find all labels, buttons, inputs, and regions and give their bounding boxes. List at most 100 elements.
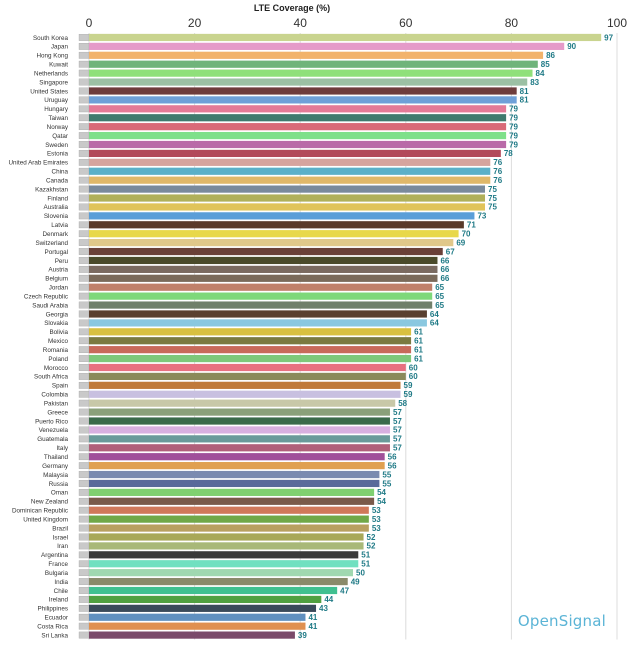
- category-label: Bulgaria: [45, 570, 69, 577]
- value-label: 61: [414, 328, 423, 337]
- category-label: Thailand: [44, 454, 69, 461]
- category-label: South Korea: [33, 35, 69, 42]
- bar: [89, 319, 427, 327]
- category-label: Israel: [53, 534, 68, 541]
- flag-icon: [78, 346, 90, 354]
- value-label: 61: [414, 345, 423, 354]
- flag-icon: [78, 604, 90, 612]
- value-label: 66: [440, 256, 449, 265]
- bar: [89, 301, 433, 309]
- x-tick-label: 80: [505, 16, 519, 30]
- bar: [89, 604, 317, 612]
- flag-icon: [78, 373, 90, 380]
- flag-icon: [78, 551, 90, 559]
- value-label: 57: [393, 408, 402, 417]
- bar: [89, 542, 364, 550]
- value-label: 69: [456, 238, 465, 247]
- category-label: Slovakia: [44, 320, 68, 327]
- flag-icon: [78, 328, 90, 336]
- category-label: Ireland: [49, 597, 69, 604]
- category-label: Latvia: [51, 222, 68, 229]
- flag-icon: [78, 34, 90, 41]
- flag-icon: [78, 417, 90, 425]
- value-label: 53: [372, 524, 381, 533]
- value-label: 39: [298, 631, 307, 640]
- bar: [89, 631, 295, 639]
- bar: [89, 256, 438, 265]
- value-label: 79: [509, 122, 518, 131]
- bar: [89, 577, 348, 586]
- value-label: 65: [435, 292, 444, 301]
- bar: [89, 462, 385, 470]
- bar: [89, 515, 369, 523]
- flag-icon: [78, 132, 90, 139]
- bar: [89, 42, 565, 50]
- category-label: Puerto Rico: [35, 418, 68, 425]
- category-label: Portugal: [45, 249, 68, 256]
- bar: [89, 176, 491, 184]
- flag-icon: [78, 96, 90, 104]
- bar: [89, 167, 491, 175]
- flag-icon: [78, 203, 90, 211]
- bar: [89, 328, 412, 336]
- value-label: 90: [567, 42, 576, 51]
- value-label: 79: [509, 131, 518, 140]
- category-label: Greece: [47, 409, 68, 416]
- category-label: Sri Lanka: [41, 632, 68, 639]
- bar: [89, 426, 390, 434]
- value-label: 57: [393, 444, 402, 453]
- bar: [89, 595, 322, 604]
- flag-icon: [78, 613, 90, 621]
- category-label: Canada: [46, 177, 69, 184]
- category-label: Georgia: [46, 311, 69, 318]
- value-label: 83: [530, 78, 539, 87]
- bar: [89, 622, 306, 630]
- flag-icon: [78, 185, 90, 193]
- value-label: 41: [308, 622, 317, 631]
- value-label: 75: [488, 194, 497, 203]
- bar: [89, 123, 507, 131]
- value-label: 47: [340, 586, 349, 595]
- flag-icon: [78, 69, 90, 77]
- value-label: 64: [430, 319, 439, 328]
- value-label: 43: [319, 604, 328, 613]
- value-label: 60: [409, 372, 418, 381]
- x-tick-label: 60: [399, 16, 413, 30]
- bar: [89, 221, 464, 229]
- bar: [89, 230, 459, 238]
- value-label: 57: [393, 417, 402, 426]
- value-label: 76: [493, 167, 502, 176]
- bar: [89, 78, 528, 86]
- flag-icon: [78, 622, 90, 630]
- value-label: 53: [372, 515, 381, 524]
- x-axis-ticks: 0 20 40 60 80 100: [86, 16, 628, 30]
- category-label: Venezuela: [39, 427, 69, 434]
- category-label: Poland: [48, 356, 68, 363]
- flag-icon: [78, 319, 90, 327]
- bar: [89, 381, 401, 389]
- value-label: 66: [440, 265, 449, 274]
- value-label: 71: [467, 221, 476, 230]
- value-label: 67: [446, 247, 455, 256]
- bar: [89, 149, 501, 158]
- flag-icon: [78, 596, 90, 603]
- bar: [89, 283, 433, 291]
- bar: [89, 479, 380, 488]
- x-tick-label: 100: [607, 16, 627, 30]
- value-label: 66: [440, 274, 449, 283]
- value-label: 58: [398, 399, 407, 408]
- category-label: Saudi Arabia: [32, 302, 68, 309]
- value-label: 44: [324, 595, 333, 604]
- bar: [89, 488, 375, 496]
- bar: [89, 435, 390, 443]
- bar: [89, 140, 507, 149]
- value-label: 97: [604, 33, 613, 42]
- value-label: 52: [367, 533, 376, 542]
- category-label: Belgium: [45, 276, 68, 283]
- flag-icon: [78, 105, 90, 113]
- bar: [89, 453, 385, 461]
- value-label: 56: [388, 461, 397, 470]
- value-label: 75: [488, 203, 497, 212]
- flag-icon: [78, 176, 90, 184]
